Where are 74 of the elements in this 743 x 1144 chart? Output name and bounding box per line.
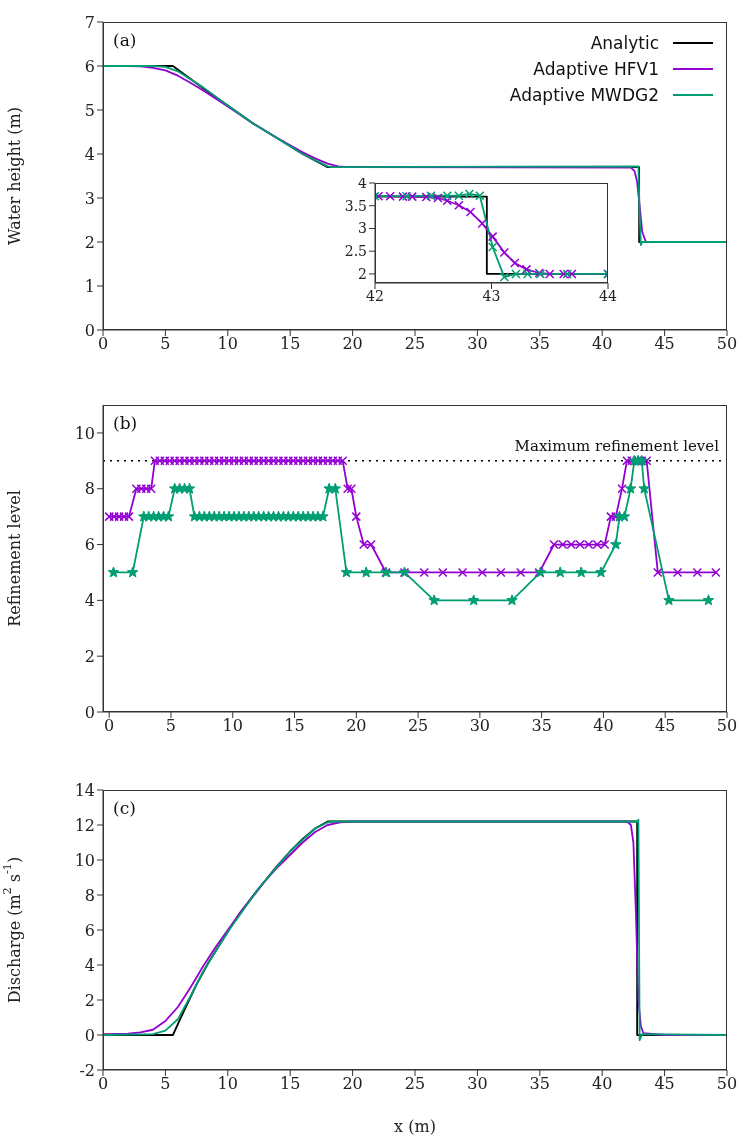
x-tick-label: 35	[529, 334, 550, 354]
x-tick-label: 25	[404, 1074, 426, 1094]
x-tick-label: 35	[531, 716, 552, 736]
x-tick-label: 45	[654, 1074, 675, 1094]
y-tick-label: 8	[84, 479, 95, 499]
y-tick-label: -2	[79, 1060, 95, 1080]
x-tick-label: 30	[469, 716, 491, 736]
x-tick-label: 20	[342, 334, 363, 354]
x-tick-label: 20	[346, 716, 367, 736]
x-tick-label: 40	[592, 1074, 613, 1094]
y-tick-label: 12	[74, 815, 95, 835]
x-tick-label: 5	[160, 334, 171, 354]
x-axis-title: x (m)	[394, 1117, 436, 1136]
y-axis-title: Refinement level	[4, 490, 24, 627]
x-tick-label: 30	[467, 1074, 488, 1094]
y-tick-label: 3.5	[344, 197, 367, 214]
y-tick-label: 10	[74, 423, 95, 443]
x-tick-label: 25	[404, 334, 426, 354]
x-tick-label: 25	[407, 716, 429, 736]
y-tick-label: 0	[84, 702, 95, 722]
x-tick-label: 0	[104, 716, 115, 736]
y-tick-label: 8	[84, 885, 95, 905]
x-tick-label: 50	[716, 1074, 738, 1094]
x-tick-label: 40	[592, 334, 613, 354]
y-tick-label: 2	[358, 265, 367, 282]
x-tick-label: 45	[655, 716, 676, 736]
y-tick-label: 2	[84, 646, 95, 666]
x-tick-label: 50	[716, 334, 738, 354]
annotation: (a)	[113, 30, 137, 50]
x-tick-label: 50	[716, 716, 738, 736]
x-tick-label: 15	[280, 1074, 301, 1094]
y-tick-label: 4	[84, 591, 95, 611]
x-tick-label: 44	[599, 287, 617, 304]
x-tick-label: 5	[160, 1074, 171, 1094]
y-tick-label: 6	[84, 535, 95, 555]
x-tick-label: 20	[342, 1074, 363, 1094]
y-tick-label: 10	[74, 850, 95, 870]
y-tick-label: 2	[84, 990, 95, 1010]
x-tick-label: 0	[97, 334, 109, 354]
x-tick-label: 40	[593, 716, 614, 736]
legend-label: Adaptive MWDG2	[509, 85, 659, 105]
y-tick-label: 2	[84, 232, 95, 252]
x-tick-label: 15	[284, 716, 305, 736]
ref-line-label: Maximum refinement level	[514, 436, 720, 455]
x-tick-label: 42	[366, 287, 384, 304]
x-tick-label: 30	[467, 334, 488, 354]
x-tick-label: 43	[482, 287, 501, 304]
x-tick-label: 10	[222, 716, 243, 736]
y-tick-label: 3	[358, 220, 367, 237]
y-tick-label: 4	[358, 174, 368, 191]
x-tick-label: 45	[654, 334, 675, 354]
y-tick-label: 2.5	[344, 243, 367, 260]
legend-label: Analytic	[590, 33, 659, 53]
y-tick-label: 4	[84, 144, 95, 164]
y-tick-label: 6	[84, 920, 95, 940]
y-tick-label: 1	[84, 276, 95, 296]
y-axis-title: Water height (m)	[4, 107, 24, 245]
x-tick-label: 15	[280, 334, 301, 354]
x-tick-label: 10	[217, 1074, 238, 1094]
annotation: (c)	[113, 798, 136, 818]
y-tick-label: 6	[84, 56, 95, 76]
x-tick-label: 35	[529, 1074, 550, 1094]
x-tick-label: 0	[97, 1074, 109, 1094]
y-tick-label: 0	[84, 320, 95, 340]
y-tick-label: 7	[84, 12, 95, 32]
x-tick-label: 10	[217, 334, 238, 354]
annotation: (b)	[113, 413, 138, 433]
y-tick-label: 4	[84, 955, 95, 975]
y-tick-label: 14	[74, 780, 95, 800]
y-tick-label: 5	[84, 100, 95, 120]
y-tick-label: 0	[84, 1025, 95, 1045]
legend-label: Adaptive HFV1	[533, 59, 659, 79]
y-tick-label: 3	[84, 188, 95, 208]
x-tick-label: 5	[165, 716, 177, 736]
